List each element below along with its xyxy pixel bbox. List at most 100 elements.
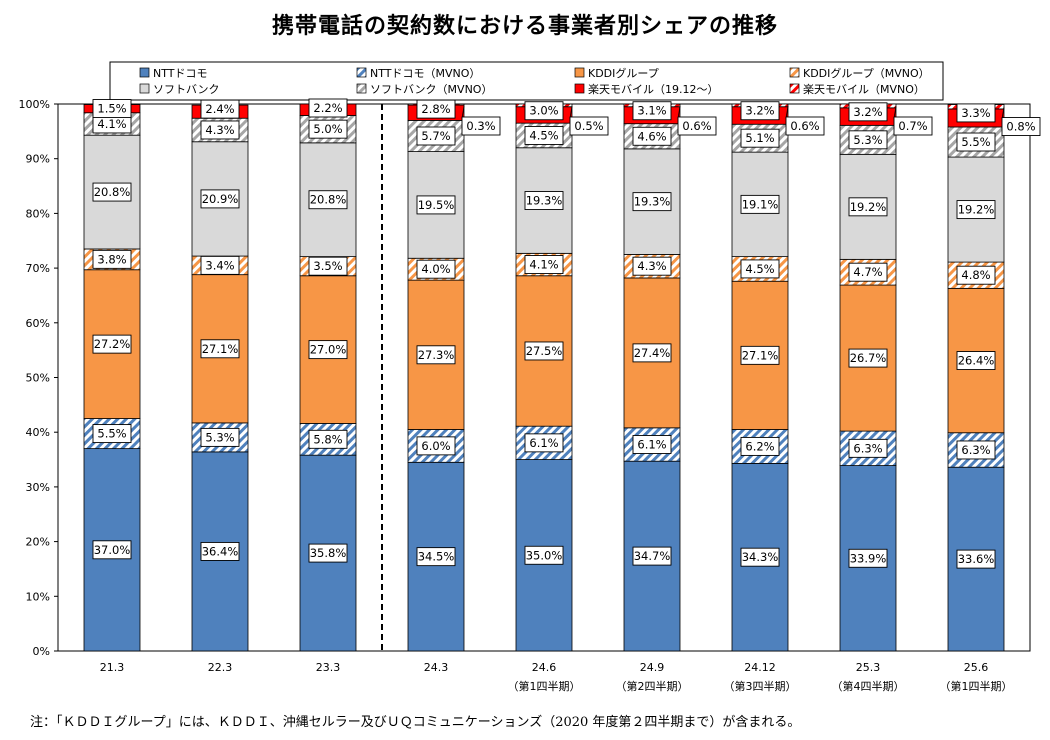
data-label: 6.1% — [637, 438, 666, 452]
data-label-box — [308, 256, 348, 276]
data-label: 27.5% — [526, 344, 563, 358]
data-label: 27.4% — [634, 346, 671, 360]
data-label: 26.4% — [958, 354, 995, 368]
legend-swatch — [789, 67, 800, 78]
legend-swatch — [574, 83, 585, 94]
data-label: 0.3% — [466, 119, 495, 133]
data-label-box — [92, 424, 132, 444]
x-tick-sublabel: （第1四半期） — [940, 679, 1013, 693]
x-tick-label: 21.3 — [100, 661, 125, 674]
data-label: 33.9% — [850, 551, 887, 565]
data-label: 3.0% — [529, 104, 558, 118]
data-label: 19.2% — [958, 203, 995, 217]
data-label: 5.3% — [205, 430, 234, 444]
data-label: 35.0% — [526, 548, 563, 562]
x-tick-sublabel: （第1四半期） — [508, 679, 581, 693]
data-label: 6.2% — [745, 439, 774, 453]
data-label: 27.1% — [202, 342, 239, 356]
data-label-box — [200, 255, 240, 275]
data-label-box — [416, 126, 456, 146]
data-label: 5.3% — [853, 133, 882, 147]
data-label: 3.2% — [853, 105, 882, 119]
data-label: 4.1% — [97, 117, 126, 131]
legend-swatch — [574, 67, 585, 78]
data-label-box — [308, 190, 348, 210]
data-label-box — [200, 427, 240, 447]
data-label-box — [632, 192, 672, 212]
data-label: 6.1% — [529, 436, 558, 450]
data-label-box — [92, 334, 132, 354]
data-label: 19.3% — [526, 194, 563, 208]
legend-swatch — [789, 83, 800, 94]
data-label-box — [740, 259, 780, 279]
legend-frame — [109, 61, 944, 101]
legend-swatch — [356, 67, 367, 78]
data-label-box — [524, 341, 564, 361]
data-label-box — [740, 194, 780, 214]
data-label-box — [308, 543, 348, 563]
data-label-box — [785, 116, 825, 136]
x-tick-sublabel: （第4四半期） — [832, 679, 905, 693]
data-label-box — [200, 541, 240, 561]
data-label-box — [632, 101, 672, 121]
data-label-box — [632, 546, 672, 566]
data-label-box — [92, 99, 132, 118]
data-label: 3.3% — [961, 106, 990, 120]
data-label-box — [416, 547, 456, 567]
data-label: 2.8% — [421, 102, 450, 116]
data-label-box — [956, 351, 996, 370]
data-label-box — [632, 343, 672, 363]
data-label-box — [740, 101, 780, 121]
legend-label: 楽天モバイル（MVNO） — [803, 83, 925, 96]
data-label: 5.5% — [97, 427, 126, 441]
data-label: 5.0% — [313, 122, 342, 136]
data-label: 3.1% — [637, 104, 666, 118]
data-label-box — [92, 182, 132, 202]
plot-area: 0% 10% 20% 30% 40% 50% 60% 70% 80% 90% 100% 37.0% 5.… — [19, 98, 1041, 693]
data-label-box — [956, 440, 996, 460]
data-label: 26.7% — [850, 351, 887, 365]
data-label-box — [848, 262, 888, 282]
data-label: 4.3% — [637, 259, 666, 273]
legend-label: NTTドコモ — [153, 67, 207, 80]
y-tick-label: 0% — [33, 645, 50, 658]
data-label-box — [848, 102, 888, 122]
legend-label: KDDIグループ（MVNO） — [803, 66, 930, 80]
x-tick-label: 24.9 — [640, 661, 665, 674]
legend-label: ソフトバンク（MVNO） — [370, 83, 492, 96]
y-tick-label: 40% — [26, 426, 50, 439]
x-tick-label: 25.6 — [964, 661, 989, 674]
data-label: 37.0% — [94, 543, 131, 557]
data-label-box — [956, 103, 996, 123]
data-label-box — [416, 99, 456, 119]
data-label: 20.8% — [94, 185, 131, 199]
legend-label: KDDIグループ — [588, 66, 659, 80]
data-label: 4.5% — [529, 128, 558, 142]
data-label-box — [956, 200, 996, 220]
data-label: 3.4% — [205, 258, 234, 272]
x-tick-label: 25.3 — [856, 661, 881, 674]
data-label: 5.7% — [421, 129, 450, 143]
x-tick-label: 24.3 — [424, 661, 449, 674]
data-label-box — [200, 339, 240, 359]
data-label: 4.8% — [961, 268, 990, 282]
data-label: 20.9% — [202, 192, 239, 206]
data-label: 27.2% — [94, 337, 131, 351]
data-label-box — [569, 116, 609, 136]
chart-title: 携帯電話の契約数における事業者別シェアの推移 — [271, 14, 778, 39]
data-label-box — [524, 255, 564, 274]
data-label-box — [956, 132, 996, 152]
y-tick-label: 20% — [26, 536, 50, 549]
footnote: 注：「ＫＤＤＩグループ」には、ＫＤＤＩ、沖縄セルラー及びＵＱコミュニケーションズ… — [30, 715, 801, 730]
legend-label: ソフトバンク — [153, 83, 220, 96]
chart: NTTドコモ NTTドコモ（MVNO） KDDIグループ KDDIグループ（MVNO）… — [19, 61, 1041, 693]
data-label-box — [524, 545, 564, 565]
y-tick-label: 30% — [26, 481, 50, 494]
data-label: 1.5% — [97, 102, 126, 116]
y-tick-label: 80% — [26, 207, 50, 220]
data-label: 0.7% — [898, 119, 927, 133]
data-label: 35.8% — [310, 546, 347, 560]
data-label-box — [308, 429, 348, 449]
data-label: 2.4% — [205, 102, 234, 116]
data-label: 27.0% — [310, 343, 347, 357]
